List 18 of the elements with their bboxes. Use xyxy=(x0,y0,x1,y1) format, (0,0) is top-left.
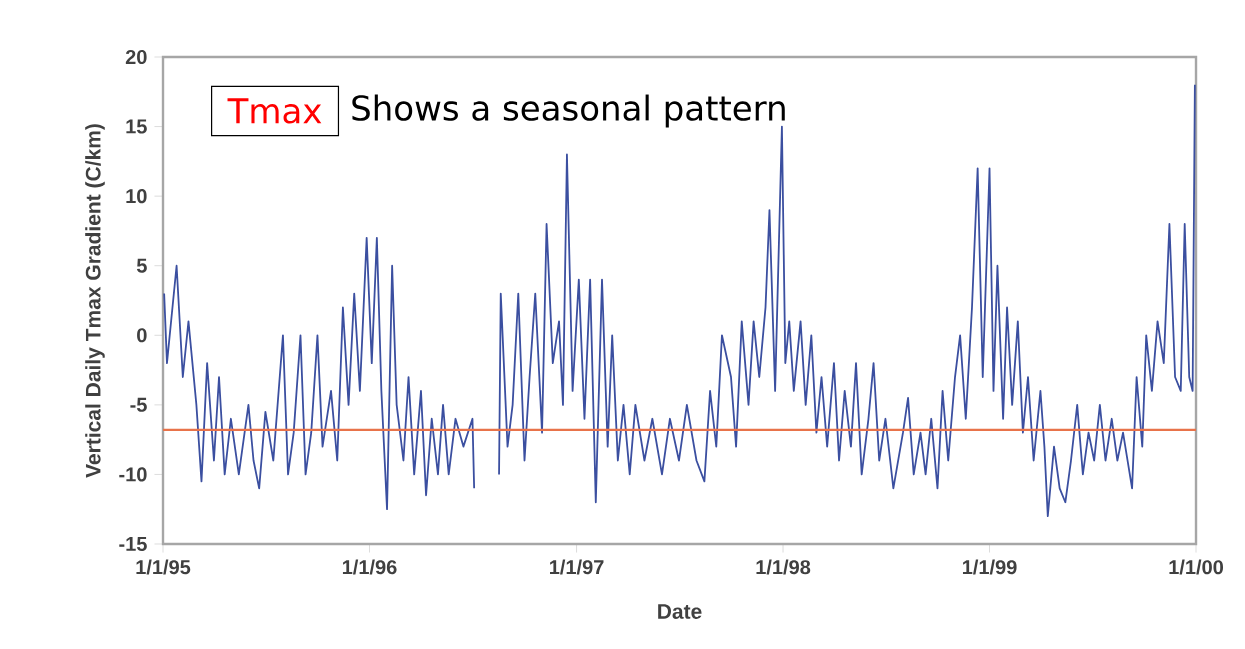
x-tick-label: 1/1/98 xyxy=(756,559,811,575)
y-tick-label: 15 xyxy=(126,119,147,134)
y-tick-label: 5 xyxy=(136,258,147,273)
y-tick-label: -5 xyxy=(130,397,147,412)
x-axis-title: Date xyxy=(658,604,702,619)
y-axis-title: Vertical Daily Tmax Gradient (C/km) xyxy=(85,124,105,478)
annotation: Shows a seasonal pattern xyxy=(352,94,785,128)
y-tick-label: -10 xyxy=(119,467,147,482)
y-tick-label: 20 xyxy=(125,49,147,65)
y-tick-label: -15 xyxy=(119,537,147,551)
x-tick-label: 1/1/00 xyxy=(1169,559,1224,575)
annotation: Tmax xyxy=(227,98,322,124)
y-tick-label: 0 xyxy=(137,328,147,343)
x-tick-label: 1/1/97 xyxy=(550,559,604,575)
y-tick-label: 10 xyxy=(126,189,147,204)
x-tick-label: 1/1/95 xyxy=(136,559,191,575)
x-tick-label: 1/1/99 xyxy=(962,559,1017,575)
x-tick-label: 1/1/96 xyxy=(342,559,397,575)
